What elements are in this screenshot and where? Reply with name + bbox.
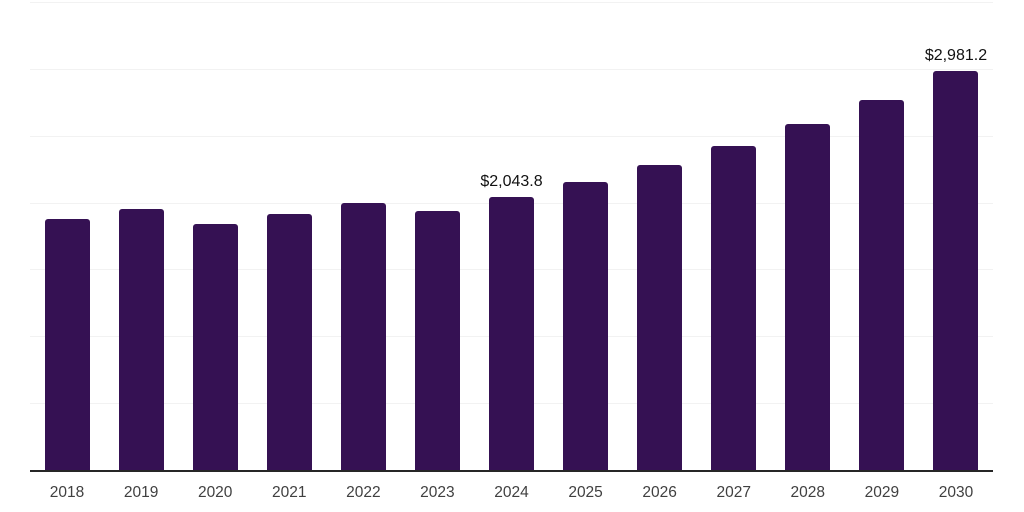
x-axis-tick-label: 2022: [346, 484, 381, 501]
x-axis-tick-label: 2018: [49, 484, 85, 501]
x-axis: 2018 2019 2020 2021 2022 2023 2024 2025 2026 2027…: [0, 484, 1024, 506]
x-axis-tick-label: 2026: [642, 484, 677, 501]
bar-2019: [118, 209, 164, 470]
bar-2021: [266, 213, 312, 470]
bar-2026: [637, 165, 683, 470]
bar-2029: [859, 100, 905, 470]
bar-2030: [933, 71, 979, 470]
bar-2023: [414, 210, 460, 470]
x-axis-tick-label: 2028: [790, 484, 826, 501]
x-axis-tick-label: 2027: [716, 484, 751, 501]
x-axis-tick-label: 2025: [568, 484, 603, 501]
x-axis-tick-label: 2021: [272, 484, 307, 501]
x-axis-tick-label: 2020: [197, 484, 233, 501]
bar-2022: [340, 202, 386, 470]
bar-2025: [563, 181, 609, 470]
bar-2018: [44, 218, 90, 470]
bar-value-label: $2,981.2: [924, 47, 988, 65]
gridline: [30, 135, 993, 137]
x-axis-tick-label: 2030: [938, 484, 974, 501]
x-axis-tick-label: 2024: [494, 484, 529, 501]
bar-value-label: $2,043.8: [480, 172, 543, 190]
bar-2027: [711, 146, 757, 470]
gridline: [30, 68, 993, 70]
bar-2024: [489, 196, 534, 470]
x-axis-tick-label: 2023: [420, 484, 455, 501]
bar-2028: [785, 124, 831, 470]
x-axis-line: [30, 470, 993, 472]
plot-area: $2,043.8 $2,981.2: [30, 2, 993, 472]
x-axis-tick-label: 2019: [123, 484, 159, 501]
x-axis-tick-label: 2029: [864, 484, 900, 501]
bar-2020: [192, 223, 238, 470]
gridline: [30, 2, 993, 3]
